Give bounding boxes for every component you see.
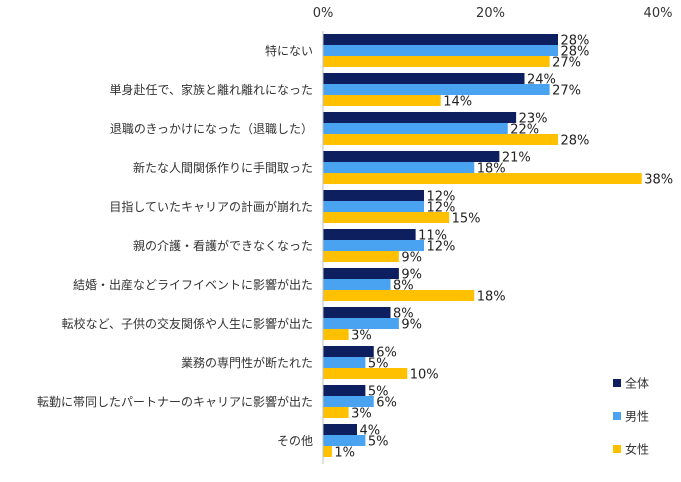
- category-label: その他: [277, 434, 313, 448]
- data-label: 27%: [552, 84, 581, 99]
- data-label: 28%: [561, 34, 590, 49]
- data-label: 9%: [401, 268, 422, 283]
- data-label: 23%: [519, 112, 548, 127]
- bar-男性: [323, 357, 366, 368]
- x-tick-label: 20%: [476, 6, 505, 21]
- data-label: 9%: [401, 251, 422, 266]
- bar-女性: [323, 407, 349, 418]
- bar-全体: [323, 190, 424, 201]
- bar-女性: [323, 95, 441, 106]
- legend-swatch: [613, 412, 621, 420]
- bar-男性: [323, 318, 399, 329]
- bar-女性: [323, 134, 558, 145]
- category-label: 退職のきっかけになった（退職した）: [110, 122, 313, 136]
- legend-label: 男性: [625, 410, 649, 424]
- category-label: 目指していたキャリアの計画が崩れた: [109, 199, 313, 214]
- legend-swatch: [613, 445, 621, 453]
- data-label: 27%: [552, 56, 581, 71]
- bars: [323, 34, 642, 457]
- bar-全体: [323, 268, 399, 279]
- data-label: 24%: [527, 73, 556, 88]
- data-label: 22%: [510, 123, 539, 138]
- category-label: 単身赴任で、家族と離れ離れになった: [109, 82, 313, 97]
- bar-男性: [323, 123, 508, 134]
- bar-女性: [323, 446, 332, 457]
- bar-男性: [323, 45, 558, 56]
- bar-女性: [323, 56, 550, 67]
- category-label: 業務の専門性が断たれた: [181, 355, 313, 370]
- data-label: 10%: [410, 368, 439, 383]
- legend-label: 全体: [625, 376, 649, 391]
- x-tick-labels: 0% 20% 40%: [313, 6, 673, 21]
- data-label: 3%: [351, 329, 372, 344]
- bar-全体: [323, 307, 391, 318]
- data-label: 9%: [401, 318, 422, 333]
- data-label: 12%: [427, 240, 456, 255]
- data-label: 1%: [334, 446, 355, 461]
- data-label: 28%: [561, 45, 590, 60]
- data-label: 3%: [351, 407, 372, 422]
- data-label: 8%: [393, 279, 414, 294]
- bar-男性: [323, 240, 424, 251]
- data-label: 4%: [360, 424, 381, 439]
- data-label: 12%: [427, 201, 456, 216]
- data-label: 11%: [418, 229, 447, 244]
- category-label: 転校など、子供の交友関係や人生に影響が出た: [62, 316, 313, 331]
- data-label: 18%: [477, 290, 506, 305]
- bar-女性: [323, 290, 475, 301]
- data-label: 12%: [427, 190, 456, 205]
- bar-全体: [323, 34, 558, 45]
- data-labels: 28%28%27%24%27%14%23%22%28%21%18%38%12%1…: [334, 34, 673, 461]
- data-label: 6%: [376, 346, 397, 361]
- category-label: 転勤に帯同したパートナーのキャリアに影響が出た: [37, 394, 313, 409]
- bar-男性: [323, 279, 391, 290]
- bar-全体: [323, 346, 374, 357]
- bar-女性: [323, 212, 450, 223]
- data-label: 18%: [477, 162, 506, 177]
- legend-label: 女性: [625, 442, 649, 457]
- bar-女性: [323, 173, 642, 184]
- category-label: 親の介護・看護ができなくなった: [133, 238, 313, 253]
- data-label: 5%: [368, 357, 389, 372]
- bar-全体: [323, 385, 366, 396]
- data-label: 28%: [561, 134, 590, 149]
- bar-全体: [323, 151, 500, 162]
- bar-男性: [323, 201, 424, 212]
- data-label: 8%: [393, 307, 414, 322]
- bar-男性: [323, 396, 374, 407]
- category-label: 結婚・出産などライフイベントに影響が出た: [73, 277, 313, 292]
- bar-女性: [323, 329, 349, 340]
- bar-全体: [323, 73, 525, 84]
- bar-全体: [323, 112, 517, 123]
- data-label: 14%: [443, 95, 472, 110]
- bar-全体: [323, 229, 416, 240]
- category-label: 特にない: [265, 43, 313, 58]
- data-label: 21%: [502, 151, 531, 166]
- x-tick-label: 40%: [644, 6, 673, 21]
- bar-男性: [323, 162, 475, 173]
- x-tick-label: 0%: [313, 6, 334, 21]
- bar-男性: [323, 84, 550, 95]
- data-label: 15%: [452, 212, 481, 227]
- data-label: 5%: [368, 435, 389, 450]
- category-label: 新たな人間関係作りに手間取った: [133, 160, 313, 175]
- data-label: 38%: [644, 173, 673, 188]
- legend-swatch: [613, 379, 621, 387]
- bar-男性: [323, 435, 366, 446]
- data-label: 5%: [368, 385, 389, 400]
- bar-全体: [323, 424, 357, 435]
- data-label: 6%: [376, 396, 397, 411]
- bar-女性: [323, 251, 399, 262]
- bar-女性: [323, 368, 408, 379]
